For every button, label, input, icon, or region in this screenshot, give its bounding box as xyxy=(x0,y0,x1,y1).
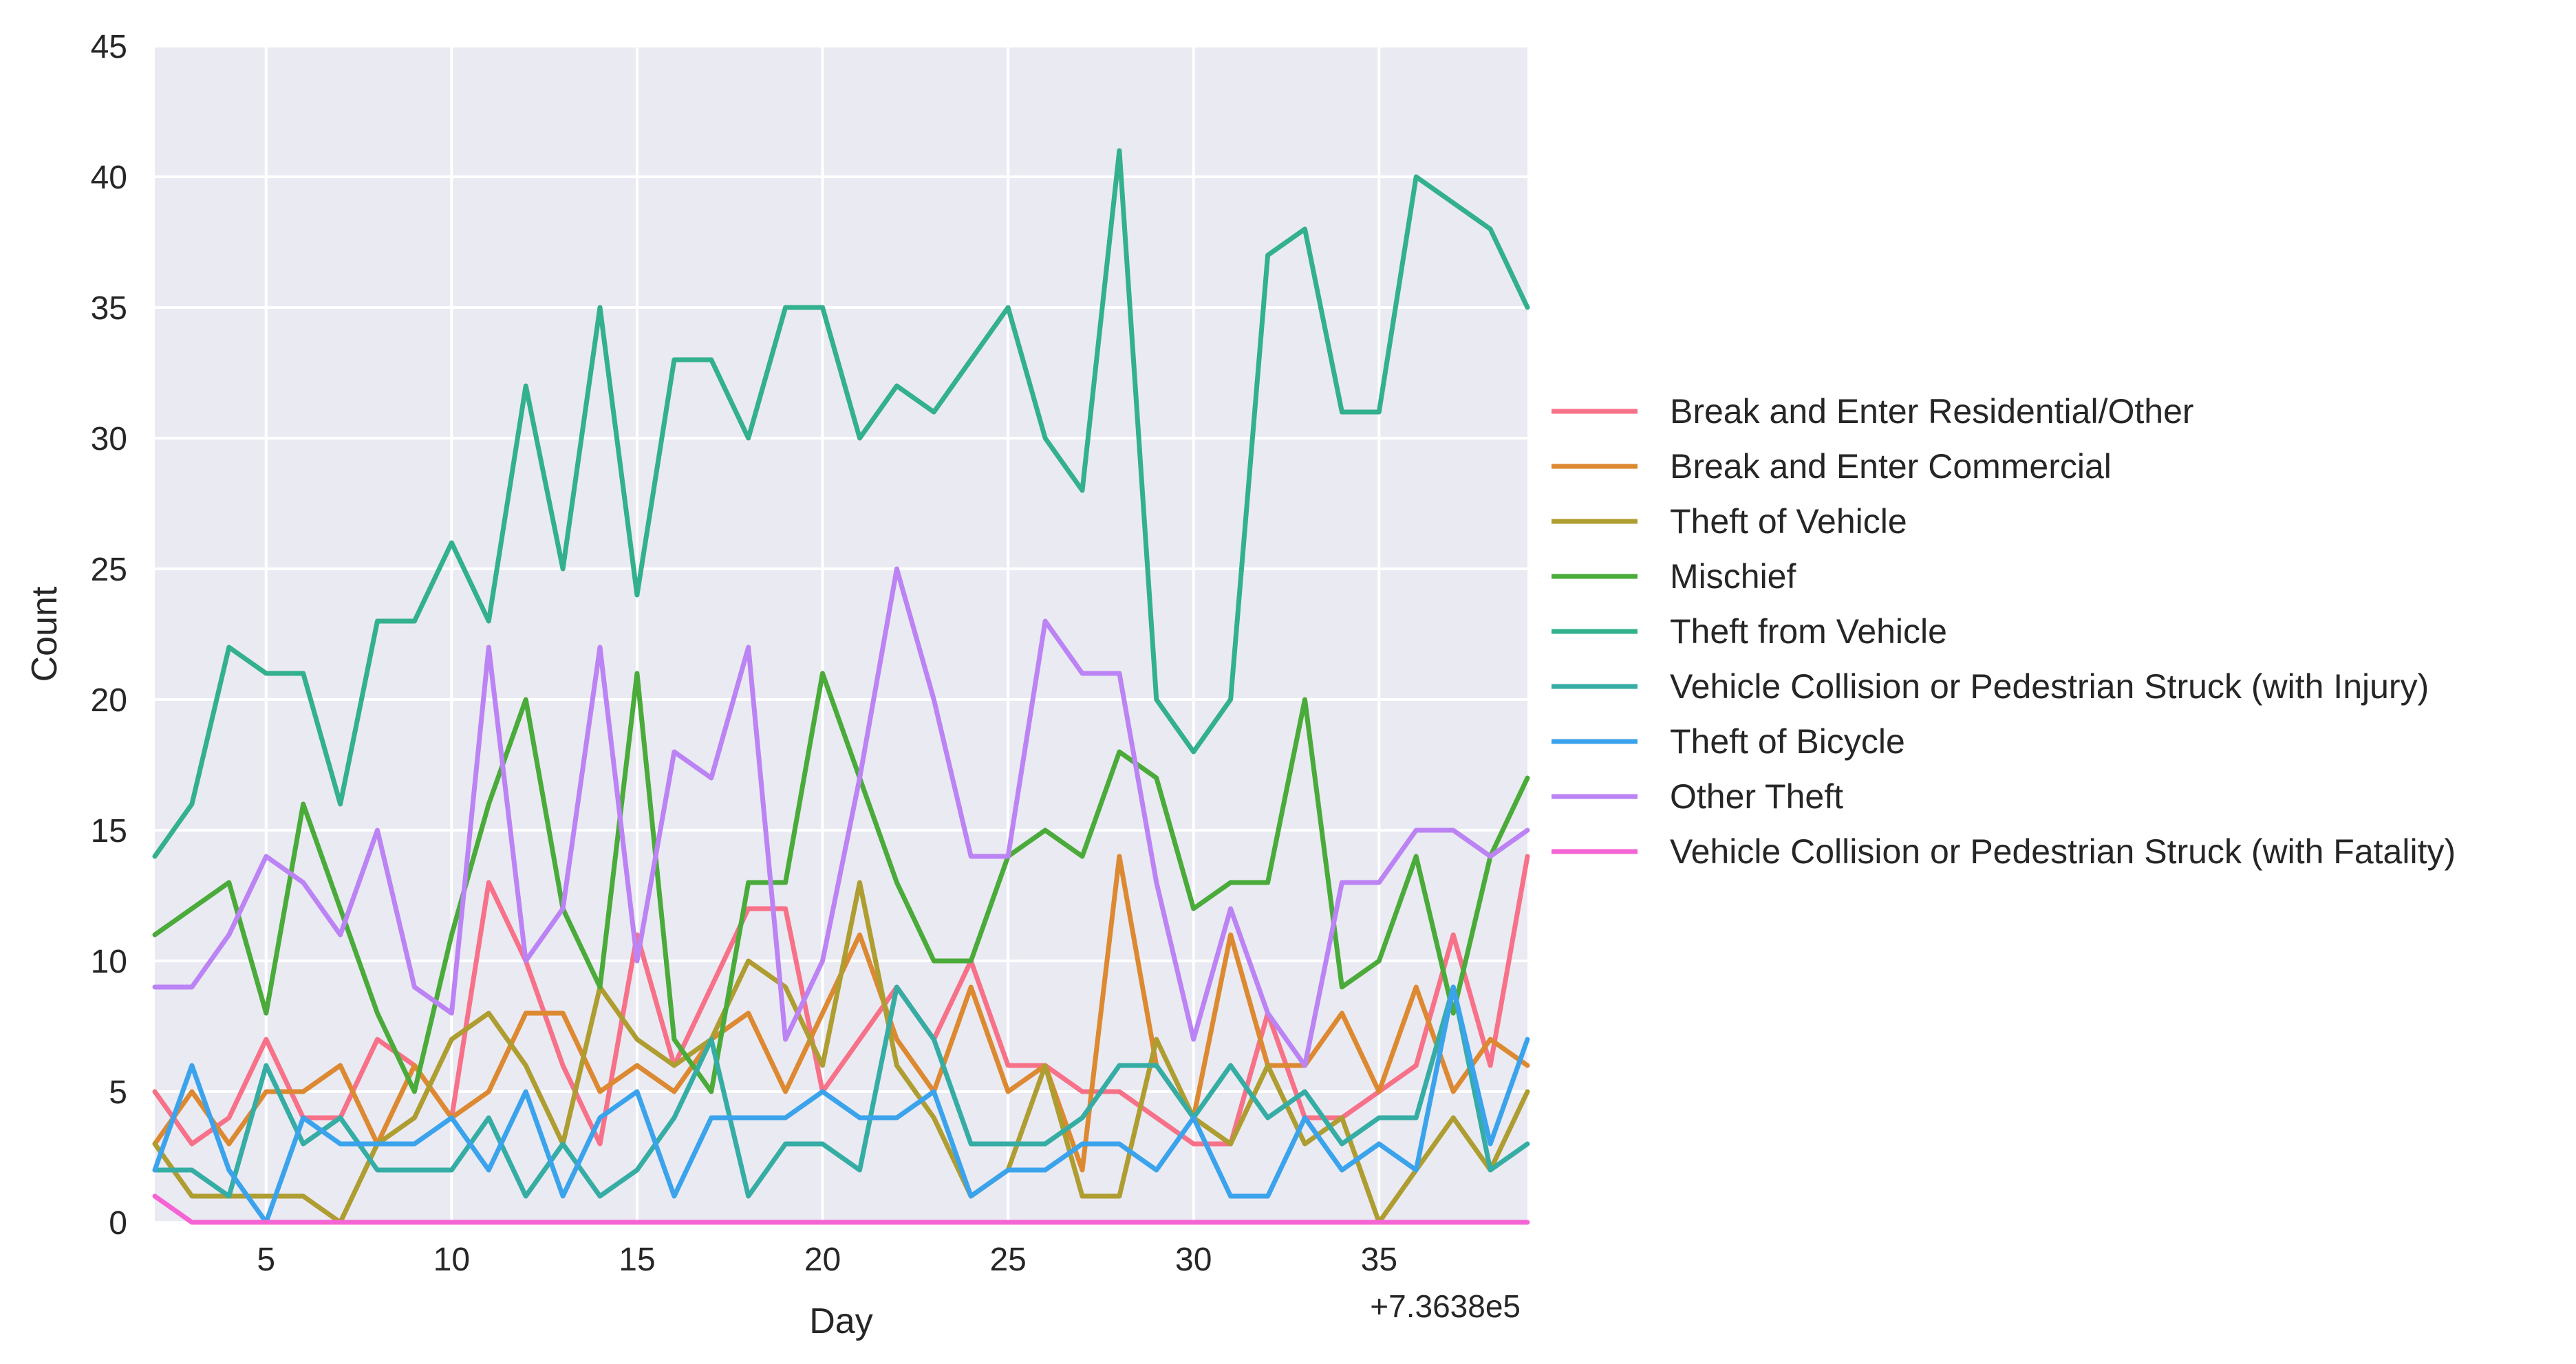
x-tick-label: 5 xyxy=(257,1242,275,1278)
y-tick-label: 20 xyxy=(91,682,127,719)
y-tick-label: 40 xyxy=(91,160,127,196)
series-line xyxy=(152,566,1530,1068)
series-lines xyxy=(152,148,1530,1225)
y-tick-label: 35 xyxy=(91,290,127,327)
y-tick-label: 45 xyxy=(91,29,127,65)
legend: Break and Enter Residential/Other Break a… xyxy=(1552,392,2456,871)
legend-label: Break and Enter Residential/Other xyxy=(1670,392,2194,431)
x-tick-labels: 5 10 15 20 25 30 35 xyxy=(257,1242,1397,1278)
x-tick-label: 25 xyxy=(989,1242,1026,1278)
x-axis-label: Day xyxy=(809,1301,872,1341)
series-line xyxy=(152,1193,1530,1225)
x-tick-label: 30 xyxy=(1175,1242,1212,1278)
legend-label: Break and Enter Commercial xyxy=(1670,447,2112,486)
x-tick-label: 20 xyxy=(804,1242,841,1278)
y-axis-label: Count xyxy=(25,586,65,682)
series-line xyxy=(152,671,1530,1094)
y-tick-labels: 0 5 10 15 20 25 30 35 40 45 xyxy=(91,29,127,1242)
legend-label: Vehicle Collision or Pedestrian Struck (… xyxy=(1670,667,2429,706)
legend-label: Theft of Vehicle xyxy=(1670,502,1907,541)
y-tick-label: 25 xyxy=(91,552,127,588)
x-axis-offset-label: +7.3638e5 xyxy=(1370,1288,1521,1324)
series-line xyxy=(152,984,1530,1199)
y-tick-label: 30 xyxy=(91,421,127,457)
legend-label: Theft of Bicycle xyxy=(1670,722,1905,761)
x-tick-label: 15 xyxy=(619,1242,655,1278)
legend-label: Mischief xyxy=(1670,557,1796,596)
series-line xyxy=(152,984,1530,1225)
y-tick-label: 15 xyxy=(91,813,127,849)
y-tick-label: 10 xyxy=(91,944,127,980)
legend-label: Vehicle Collision or Pedestrian Struck (… xyxy=(1670,832,2456,871)
series-line xyxy=(152,148,1530,859)
y-tick-label: 5 xyxy=(109,1074,127,1111)
legend-label: Other Theft xyxy=(1670,777,1843,816)
legend-label: Theft from Vehicle xyxy=(1670,612,1947,651)
x-tick-label: 35 xyxy=(1361,1242,1397,1278)
series-line xyxy=(152,854,1530,1147)
x-tick-label: 10 xyxy=(433,1242,470,1278)
y-tick-label: 0 xyxy=(109,1205,127,1242)
